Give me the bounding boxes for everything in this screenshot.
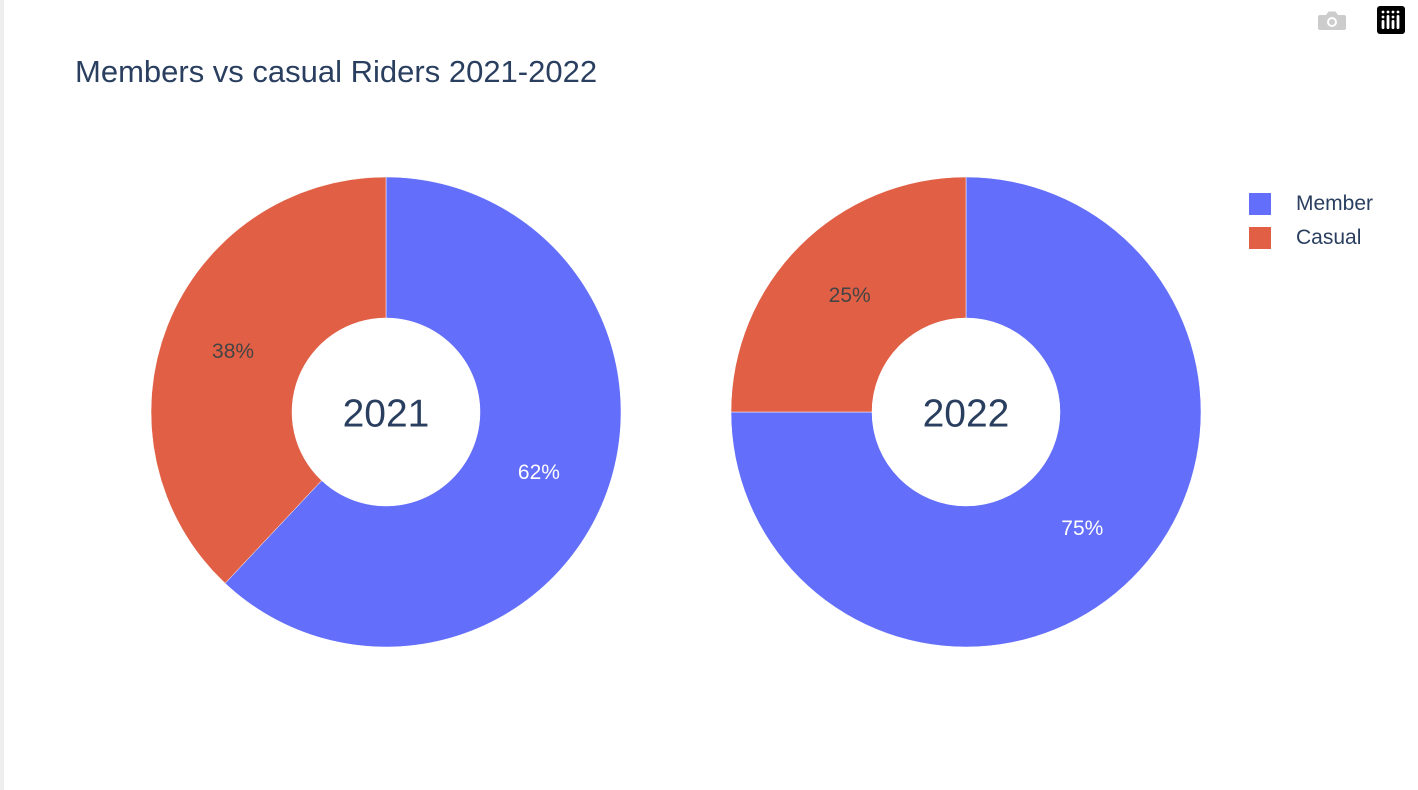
modebar xyxy=(1316,6,1408,36)
download-plot-button[interactable] xyxy=(1316,6,1348,34)
chart-title: Members vs casual Riders 2021-2022 xyxy=(75,54,598,89)
page-edge xyxy=(0,0,4,790)
donut-2021: 62% 38% 2021 xyxy=(150,176,622,648)
slice-label-2021-casual: 38% xyxy=(212,340,254,363)
camera-icon xyxy=(1318,11,1346,30)
legend-swatch-member xyxy=(1249,193,1271,215)
donut-center-label-2022: 2022 xyxy=(923,393,1010,436)
slice-2022-casual[interactable] xyxy=(730,176,967,413)
slice-2021-member[interactable] xyxy=(224,176,622,648)
legend-item-member[interactable]: Member xyxy=(1249,192,1373,216)
plotly-logo-button[interactable] xyxy=(1376,6,1406,34)
legend-label-member: Member xyxy=(1296,192,1374,215)
legend-swatch-casual xyxy=(1249,227,1271,249)
slice-label-2021-member: 62% xyxy=(518,461,560,484)
donut-center-label-2021: 2021 xyxy=(343,393,430,436)
slice-2021-casual[interactable] xyxy=(150,176,387,584)
slice-2022-member[interactable] xyxy=(730,176,1202,648)
slice-label-2022-casual: 25% xyxy=(829,284,871,307)
plotly-logo-icon xyxy=(1377,6,1405,34)
legend-item-casual[interactable]: Casual xyxy=(1249,226,1361,250)
donut-2022: 75% 25% 2022 xyxy=(730,176,1202,648)
slice-label-2022-member: 75% xyxy=(1061,517,1103,540)
legend-label-casual: Casual xyxy=(1296,226,1362,249)
